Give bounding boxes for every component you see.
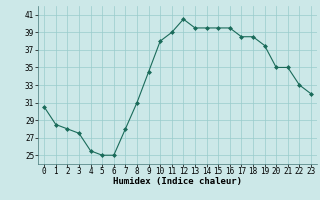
X-axis label: Humidex (Indice chaleur): Humidex (Indice chaleur) xyxy=(113,177,242,186)
